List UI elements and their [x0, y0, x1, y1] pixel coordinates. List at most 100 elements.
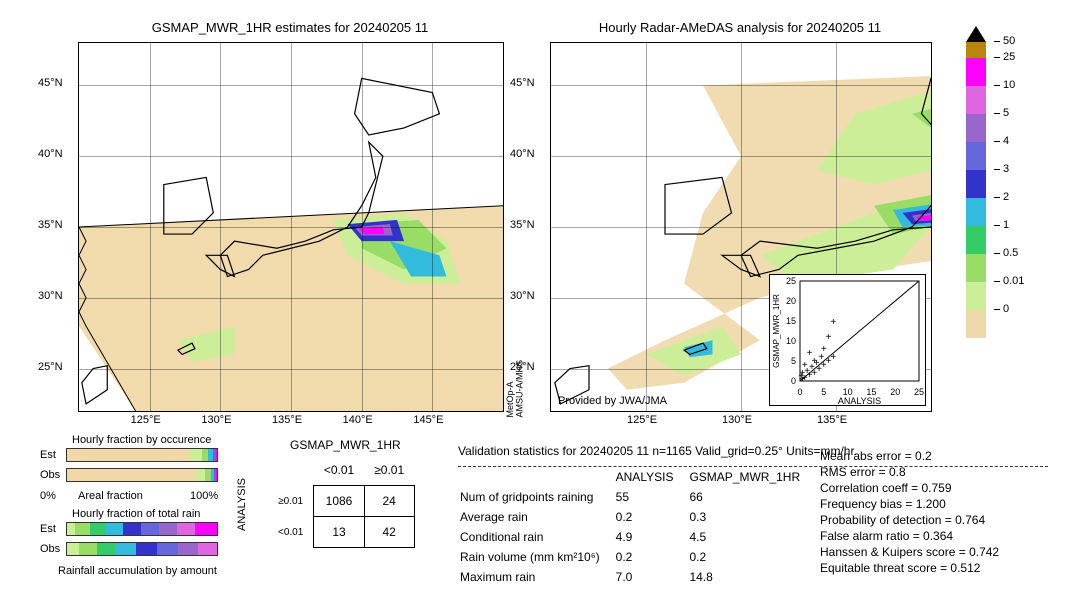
contingency-col-header: <0.01 — [314, 455, 364, 486]
svg-text:25: 25 — [914, 387, 924, 397]
colorbar-tick: 0 — [994, 303, 1009, 315]
stacked-bar — [66, 522, 218, 536]
validation-cell: Conditional rain — [460, 528, 614, 546]
validation-cell: 4.5 — [689, 528, 814, 546]
validation-cell: 4.9 — [616, 528, 688, 546]
colorbar-segment — [966, 198, 986, 226]
colorbar-arrow-icon — [966, 26, 986, 42]
precip-colorbar — [966, 42, 986, 338]
bar-row-label: Est — [40, 449, 66, 461]
bar-segment — [67, 449, 190, 461]
bar-segment — [178, 543, 198, 555]
svg-text:+: + — [830, 317, 836, 328]
stacked-bar — [66, 448, 218, 462]
colorbar-segment — [966, 310, 986, 338]
occ-xlabel-left: 0% — [40, 490, 56, 502]
colorbar-tick: 1 — [994, 219, 1009, 231]
lat-tick: 25°N — [510, 361, 535, 373]
bar-segment — [115, 543, 136, 555]
lon-tick: 130°E — [722, 414, 752, 426]
bar-segment — [216, 449, 218, 461]
validation-cell: 0.3 — [689, 508, 814, 526]
svg-text:+: + — [830, 352, 836, 363]
bar-row-label: Obs — [40, 469, 66, 481]
contingency-row-header: <0.01 — [268, 517, 314, 548]
scatter-inset: 00551010151520202525++++++++++++++++++++… — [769, 274, 926, 406]
colorbar-segment — [966, 58, 986, 86]
lon-tick: 140°E — [343, 414, 373, 426]
occurrence-title: Hourly fraction by occurence — [72, 434, 211, 446]
colorbar-tick: 25 — [994, 51, 1015, 63]
validation-cell: 0.2 — [689, 548, 814, 566]
validation-cell: Average rain — [460, 508, 614, 526]
right-map-title: Hourly Radar-AMeDAS analysis for 2024020… — [550, 20, 930, 35]
bar-segment — [159, 523, 177, 535]
contingency-table: <0.01≥0.01≥0.01108624<0.011342 — [268, 455, 415, 548]
validation-stat: Frequency bias = 1.200 — [820, 496, 999, 512]
bar-segment — [216, 469, 218, 481]
stacked-bar — [66, 468, 218, 482]
validation-stat: Mean abs error = 0.2 — [820, 448, 999, 464]
lon-tick: 130°E — [201, 414, 231, 426]
totalrain-footer: Rainfall accumulation by amount — [58, 565, 217, 577]
lat-tick: 40°N — [510, 148, 535, 160]
colorbar-tick: 0.5 — [994, 247, 1018, 259]
bar-segment — [79, 543, 97, 555]
colorbar-segment — [966, 42, 986, 58]
bar-segment — [90, 523, 105, 535]
colorbar-tick: 2 — [994, 191, 1009, 203]
lat-tick: 35°N — [510, 219, 535, 231]
colorbar-segment — [966, 142, 986, 170]
svg-text:+: + — [799, 368, 805, 379]
bar-segment — [97, 543, 115, 555]
colorbar-segment — [966, 226, 986, 254]
validation-col-header: GSMAP_MWR_1HR — [689, 468, 814, 486]
validation-stat: Probability of detection = 0.764 — [820, 512, 999, 528]
svg-text:25: 25 — [786, 276, 796, 286]
lon-tick: 125°E — [131, 414, 161, 426]
contingency-cell: 42 — [364, 517, 414, 548]
bar-segment — [105, 523, 123, 535]
occ-xlabel-mid: Areal fraction — [78, 490, 143, 502]
svg-text:10: 10 — [786, 336, 796, 346]
validation-stat: Equitable threat score = 0.512 — [820, 560, 999, 576]
svg-text:5: 5 — [791, 356, 796, 366]
lon-tick: 135°E — [272, 414, 302, 426]
lat-tick: 45°N — [38, 77, 63, 89]
validation-cell: Num of gridpoints raining — [460, 488, 614, 506]
svg-text:+: + — [814, 358, 820, 369]
totalrain-bars: EstObs — [40, 522, 218, 562]
svg-text:15: 15 — [786, 316, 796, 326]
colorbar-tick: 0.01 — [994, 275, 1024, 287]
bar-segment — [75, 523, 90, 535]
lat-tick: 40°N — [38, 148, 63, 160]
colorbar-segment — [966, 114, 986, 142]
bar-segment — [157, 543, 178, 555]
colorbar-tick: 4 — [994, 135, 1009, 147]
validation-cell: Rain volume (mm km²10⁶) — [460, 548, 614, 566]
lon-tick: 135°E — [817, 414, 847, 426]
validation-cell: 66 — [689, 488, 814, 506]
svg-text:+: + — [821, 344, 827, 355]
contingency-cell: 1086 — [314, 486, 364, 517]
lon-tick: 125°E — [627, 414, 657, 426]
svg-text:0: 0 — [797, 387, 802, 397]
colorbar-segment — [966, 282, 986, 310]
occurrence-bars: Est Obs — [40, 448, 218, 488]
bar-segment — [195, 523, 218, 535]
bar-segment — [198, 543, 218, 555]
data-credit: Provided by JWA/JMA — [558, 395, 667, 407]
contingency-row-axis: ANALYSIS — [236, 478, 248, 531]
colorbar-tick: 5 — [994, 107, 1009, 119]
validation-stat: False alarm ratio = 0.364 — [820, 528, 999, 544]
svg-text:5: 5 — [821, 387, 826, 397]
validation-left-table: ANALYSISGSMAP_MWR_1HRNum of gridpoints r… — [458, 466, 816, 588]
lat-tick: 25°N — [38, 361, 63, 373]
svg-text:+: + — [807, 348, 813, 359]
lat-tick: 45°N — [510, 77, 535, 89]
lat-tick: 35°N — [38, 219, 63, 231]
validation-cell: Maximum rain — [460, 568, 614, 586]
bar-segment — [177, 523, 195, 535]
bar-segment — [195, 469, 206, 481]
validation-cell: 0.2 — [616, 548, 688, 566]
